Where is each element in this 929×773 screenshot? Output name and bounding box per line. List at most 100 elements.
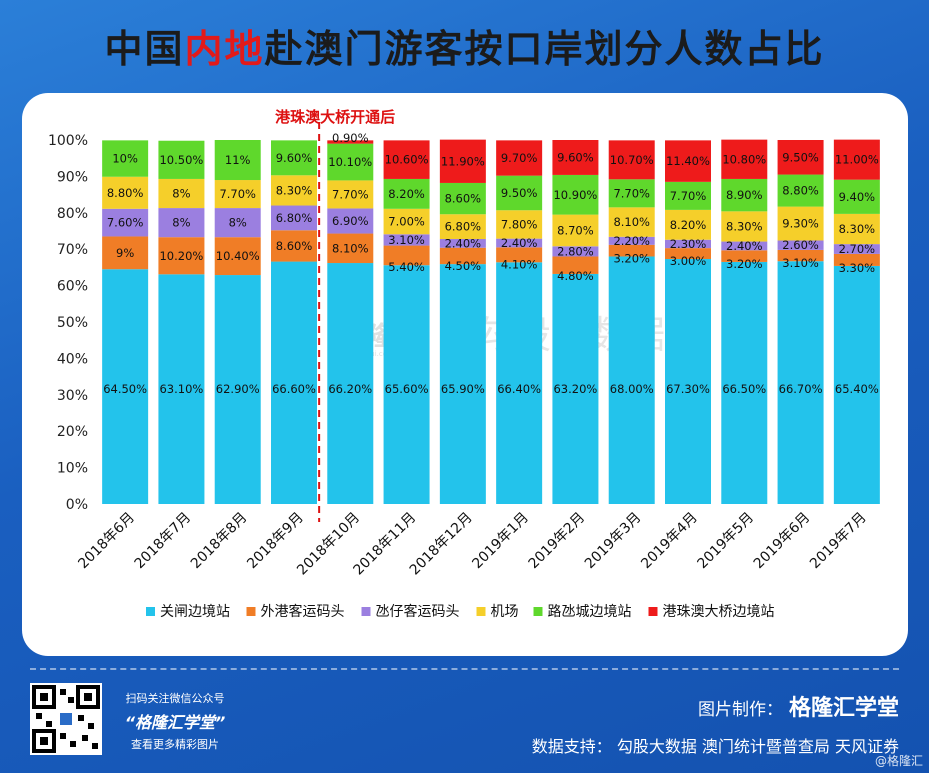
data-label: 4.10% [501, 257, 538, 271]
bar-segment [102, 236, 149, 270]
y-tick-label: 100% [48, 133, 88, 149]
y-tick-label: 40% [57, 351, 88, 367]
data-label: 63.20% [553, 382, 597, 396]
x-tick-label: 2019年2月 [526, 510, 589, 573]
data-label: 7.70% [332, 187, 369, 201]
legend-swatch [361, 607, 371, 616]
bar-segment [552, 140, 599, 175]
bar-segment [721, 261, 768, 504]
made-by: 图片制作： 格隆汇学堂 [698, 690, 899, 722]
data-label: 7.70% [670, 189, 707, 203]
data-label: 9.40% [839, 190, 876, 204]
legend-swatch [476, 607, 486, 616]
data-label: 8.80% [782, 184, 819, 198]
bar-segment [496, 238, 543, 248]
data-label: 66.70% [779, 382, 823, 396]
legend-label: 机场 [491, 604, 519, 620]
bar-segment [327, 143, 374, 181]
legend-label: 外港客运码头 [261, 603, 345, 620]
bar-segment [214, 140, 261, 181]
data-label: 11.40% [666, 154, 710, 168]
y-tick-label: 20% [57, 424, 88, 440]
data-label: 65.60% [385, 382, 429, 396]
data-label: 10.70% [610, 153, 654, 167]
bar-segment [665, 209, 711, 240]
data-label: 8% [229, 216, 247, 230]
y-tick-label: 90% [57, 169, 88, 185]
data-label: 8.30% [839, 222, 876, 236]
bar-segment [496, 262, 543, 504]
data-label: 7.70% [613, 186, 650, 200]
x-tick-label: 2019年4月 [638, 510, 701, 573]
bar-segment [777, 206, 824, 241]
qr-line1: 扫码关注微信公众号 [125, 692, 225, 705]
bar-segment [665, 259, 711, 504]
data-label: 65.90% [441, 382, 485, 396]
x-tick-label: 2019年6月 [751, 510, 814, 573]
data-label: 8.10% [332, 241, 369, 255]
x-tick-label: 2019年7月 [807, 510, 870, 573]
bar-segment [552, 273, 599, 504]
title-part1: 中国 [104, 27, 185, 71]
data-label: 8.20% [670, 218, 707, 232]
data-label: 8% [172, 187, 190, 201]
data-label: 3.10% [782, 256, 819, 270]
bar-segment [777, 140, 824, 175]
data-label: 7.70% [219, 187, 256, 201]
data-label: 10% [112, 152, 138, 166]
bar-segment [327, 140, 374, 144]
data-label: 9.30% [782, 217, 819, 231]
data-label: 5.40% [388, 260, 425, 274]
corner-watermark: @格隆汇 [874, 754, 923, 768]
qr-code-icon[interactable] [30, 683, 102, 755]
legend-swatch [246, 607, 256, 616]
legend-swatch [146, 607, 155, 616]
data-label: 10.80% [722, 152, 766, 166]
legend-swatch [648, 607, 658, 616]
bar-segment [158, 274, 205, 504]
bar-segment [608, 256, 655, 504]
x-tick-label: 2019年1月 [469, 510, 532, 573]
bar-segment [327, 263, 374, 504]
legend-label: 路氹城边境站 [548, 604, 632, 620]
bar-segment [102, 269, 149, 504]
data-label: 2.20% [613, 234, 650, 248]
made-label: 图片制作： [697, 700, 783, 720]
bar-segment [439, 214, 486, 240]
footer-divider [30, 668, 899, 670]
data-label: 8% [172, 216, 190, 230]
data-label: 8.90% [726, 188, 763, 202]
header: 中国内地赴澳门游客按口岸划分人数占比 [0, 0, 929, 90]
y-tick-label: 80% [57, 206, 88, 222]
data-label: 8.30% [726, 219, 763, 233]
bar-segment [552, 256, 599, 274]
data-label: 11.00% [835, 153, 879, 167]
bar-segment [383, 178, 430, 209]
bar-segment [214, 208, 261, 238]
bar-segment [665, 140, 711, 182]
data-label: 10.40% [216, 249, 260, 263]
x-tick-label: 2018年7月 [132, 510, 195, 573]
annotation-label: 港珠澳大桥开通后 [275, 108, 395, 126]
bar-segment [833, 253, 880, 266]
bar-segment [665, 248, 711, 260]
data-label: 10.10% [328, 155, 372, 169]
bar-segment [665, 181, 711, 210]
bar-segment [102, 176, 149, 209]
data-label: 9.50% [501, 186, 538, 200]
data-label: 0.90% [332, 131, 369, 145]
bar-segment [721, 211, 768, 242]
bar-segment [496, 247, 543, 263]
bar-segment [439, 239, 486, 248]
bar-segment [158, 140, 205, 179]
bar-segment [271, 205, 317, 231]
bar-segment [439, 264, 486, 504]
data-label: 62.90% [216, 382, 260, 396]
data-label: 4.80% [557, 269, 594, 283]
bar-segment [439, 182, 486, 215]
data-label: 7.80% [501, 217, 538, 231]
bar-segment [665, 239, 711, 249]
bar-segment [777, 261, 824, 504]
data-label: 64.50% [103, 382, 147, 396]
